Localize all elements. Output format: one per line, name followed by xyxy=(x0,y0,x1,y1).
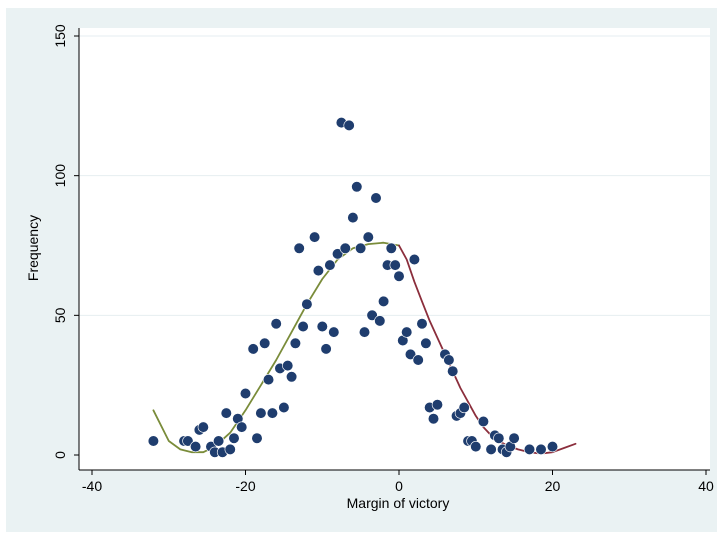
x-axis-ticks: -40 -20 0 20 40 xyxy=(82,470,714,494)
data-point xyxy=(404,348,417,361)
data-point xyxy=(236,421,248,433)
x-axis-label: Margin of victory xyxy=(347,495,450,511)
data-point xyxy=(389,259,401,271)
data-point xyxy=(508,432,520,444)
data-point xyxy=(416,318,428,330)
data-point xyxy=(431,399,444,411)
data-point xyxy=(266,407,279,419)
data-point xyxy=(420,337,432,349)
data-point xyxy=(282,360,294,372)
data-point xyxy=(289,337,302,349)
data-point xyxy=(347,212,359,224)
data-point xyxy=(378,295,390,308)
data-point xyxy=(316,320,328,333)
data-point xyxy=(220,407,232,419)
data-point xyxy=(197,421,209,433)
data-point xyxy=(370,192,382,204)
grid-lines xyxy=(79,35,710,316)
data-point xyxy=(374,315,386,327)
data-point xyxy=(523,443,536,456)
data-point xyxy=(255,407,267,419)
y-axis-ticks: 0 50 100 150 xyxy=(52,24,79,459)
data-point xyxy=(182,435,194,447)
y-tick-label: 100 xyxy=(52,164,68,188)
y-tick-label: 50 xyxy=(52,307,68,323)
data-point xyxy=(343,119,355,131)
chart-background: -40 -20 0 20 40 0 50 100 150 Margin of victory … xyxy=(6,8,717,532)
y-tick-label: 150 xyxy=(52,24,68,48)
data-point xyxy=(312,265,325,277)
data-point xyxy=(447,365,459,377)
data-point xyxy=(427,413,440,425)
data-point xyxy=(286,371,298,383)
data-point xyxy=(358,326,371,338)
y-axis-label: Frequency xyxy=(25,215,41,281)
data-point xyxy=(190,441,202,453)
data-point xyxy=(270,318,282,330)
data-point xyxy=(401,326,413,338)
data-point xyxy=(262,374,275,386)
data-point xyxy=(393,270,405,282)
data-point xyxy=(366,309,378,321)
data-point xyxy=(535,443,547,456)
data-point xyxy=(362,231,374,243)
data-point xyxy=(408,253,421,266)
x-tick-label: 20 xyxy=(545,478,561,494)
data-point xyxy=(239,387,252,400)
x-tick-label: 40 xyxy=(698,478,714,494)
data-point xyxy=(213,435,225,447)
data-point xyxy=(259,337,271,349)
data-point xyxy=(546,441,559,453)
data-point xyxy=(224,443,236,456)
data-point xyxy=(470,441,482,453)
data-point xyxy=(278,401,290,414)
data-point xyxy=(458,401,470,414)
y-tick-label: 0 xyxy=(52,451,68,459)
x-tick-label: -20 xyxy=(235,478,255,494)
data-point xyxy=(324,259,336,271)
data-point xyxy=(301,298,313,310)
data-point xyxy=(385,242,397,254)
x-tick-label: -40 xyxy=(82,478,102,494)
data-point xyxy=(485,443,497,456)
data-point xyxy=(339,242,351,254)
data-point xyxy=(228,432,240,444)
data-point xyxy=(412,354,424,366)
data-point xyxy=(251,432,263,444)
data-point xyxy=(332,248,344,260)
data-point xyxy=(328,326,340,338)
data-points xyxy=(147,116,559,458)
data-point xyxy=(355,242,367,254)
data-point xyxy=(320,343,332,355)
x-tick-label: 0 xyxy=(395,478,403,494)
data-point xyxy=(297,320,309,333)
data-point xyxy=(293,242,305,254)
data-point xyxy=(493,432,505,444)
data-point xyxy=(351,181,363,193)
data-point xyxy=(309,231,321,243)
data-point xyxy=(443,354,455,366)
data-point xyxy=(147,435,159,447)
data-point xyxy=(247,343,259,355)
data-point xyxy=(477,415,490,428)
